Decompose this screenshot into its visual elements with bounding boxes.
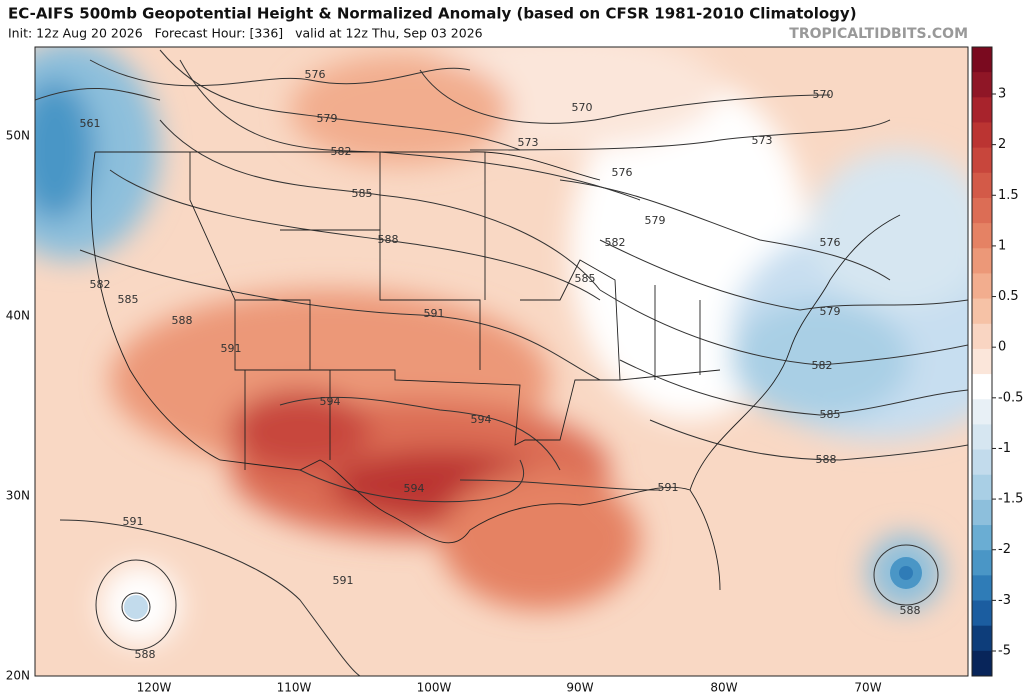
colorbar-segment: [972, 650, 992, 677]
contour-label: 576: [305, 68, 326, 81]
contour-label: 579: [645, 214, 666, 227]
contour-label: 588: [135, 648, 156, 661]
colorbar-segment: [972, 72, 992, 98]
title: EC-AIFS 500mb Geopotential Height & Norm…: [8, 5, 857, 23]
lon-label: 110W: [277, 681, 312, 695]
contour-label: 591: [333, 574, 354, 587]
contour-label: 570: [813, 88, 834, 101]
colorbar-segment: [972, 499, 992, 526]
contour-label: 588: [172, 314, 193, 327]
lon-label: 80W: [710, 681, 737, 695]
lon-label: 100W: [417, 681, 452, 695]
colorbar-tick-label: -5: [998, 644, 1011, 659]
colorbar-segment: [972, 223, 992, 249]
lat-label: 20N: [6, 669, 30, 683]
colorbar-tick-label: -2: [998, 542, 1011, 557]
map-labels: 50N 40N 30N 20N 120W 110W 100W 90W 80W 7…: [6, 129, 882, 695]
watermark: TROPICALTIDBITS.COM: [789, 26, 968, 42]
colorbar-tick-label: -1: [998, 441, 1011, 456]
colorbar-segment: [972, 122, 992, 149]
colorbar: 3 2 1.5 1 0.5 0 -0.5 -1 -1.5 -2 -3 -5: [971, 46, 1023, 677]
colorbar-tick-label: 2: [998, 137, 1006, 152]
contour-label: 579: [820, 305, 841, 318]
map-frame: [34, 46, 969, 677]
contour-label: 591: [424, 307, 445, 320]
contour-label: 591: [658, 481, 679, 494]
colorbar-frame: [971, 46, 993, 677]
colorbar-segment: [972, 625, 992, 652]
contour-label: 561: [80, 117, 101, 130]
colorbar-segment: [972, 97, 992, 123]
colorbar-tick-label: 1: [998, 238, 1006, 253]
contour-label: 573: [752, 134, 773, 147]
lat-label: 50N: [6, 129, 30, 143]
contour-label: 594: [320, 395, 341, 408]
contour-label: 570: [572, 101, 593, 114]
colorbar-tick-label: -3: [998, 593, 1011, 608]
colorbar-segment: [972, 298, 992, 325]
contour-label: 576: [820, 236, 841, 249]
contour-label: 594: [471, 413, 492, 426]
colorbar-segment: [972, 399, 992, 425]
colorbar-segment: [972, 449, 992, 476]
colorbar-segment: [972, 525, 992, 551]
colorbar-tick-label: 0.5: [998, 289, 1019, 304]
contour-label: 594: [404, 482, 425, 495]
colorbar-segment: [972, 474, 992, 501]
colorbar-segment: [972, 47, 992, 73]
subtitle: Init: 12z Aug 20 2026 Forecast Hour: [33…: [8, 26, 483, 41]
contour-label: 588: [900, 604, 921, 617]
colorbar-segment: [972, 550, 992, 576]
contour-label: 591: [123, 515, 144, 528]
colorbar-segment: [972, 348, 992, 375]
map: [35, 47, 968, 676]
contour-label: 591: [221, 342, 242, 355]
contour-label: 582: [812, 359, 833, 372]
lat-label: 30N: [6, 489, 30, 503]
contour-label: 573: [518, 136, 539, 149]
contour-label: 585: [820, 408, 841, 421]
colorbar-segment: [972, 147, 992, 174]
contour-label: 579: [317, 112, 338, 125]
contour-label: 585: [118, 293, 139, 306]
contour-label: 588: [816, 453, 837, 466]
colorbar-tick-label: 0: [998, 340, 1006, 355]
colorbar-segment: [972, 323, 992, 350]
colorbar-tick-label: 3: [998, 87, 1006, 102]
colorbar-segment: [972, 172, 992, 199]
lat-label: 40N: [6, 309, 30, 323]
contour-label: 582: [331, 145, 352, 158]
colorbar-segment: [972, 197, 992, 224]
contour-label: 582: [605, 236, 626, 249]
colorbar-segment: [972, 600, 992, 627]
colorbar-segment: [972, 374, 992, 400]
colorbar-segment: [972, 248, 992, 274]
colorbar-segment: [972, 575, 992, 602]
contour-labels: 561 576 579 582 585 588 591 594 570 573 …: [80, 68, 921, 661]
colorbar-segment: [972, 424, 992, 451]
contour-label: 582: [90, 278, 111, 291]
contour-label: 585: [352, 187, 373, 200]
contour-label: 585: [575, 272, 596, 285]
lon-label: 90W: [566, 681, 593, 695]
contour-label: 576: [612, 166, 633, 179]
lon-label: 120W: [137, 681, 172, 695]
contour-label: 588: [378, 233, 399, 246]
colorbar-tick-label: 1.5: [998, 188, 1019, 203]
colorbar-tick-label: -0.5: [998, 390, 1023, 405]
colorbar-segment: [972, 273, 992, 300]
colorbar-tick-label: -1.5: [998, 492, 1023, 507]
lon-label: 70W: [854, 681, 881, 695]
